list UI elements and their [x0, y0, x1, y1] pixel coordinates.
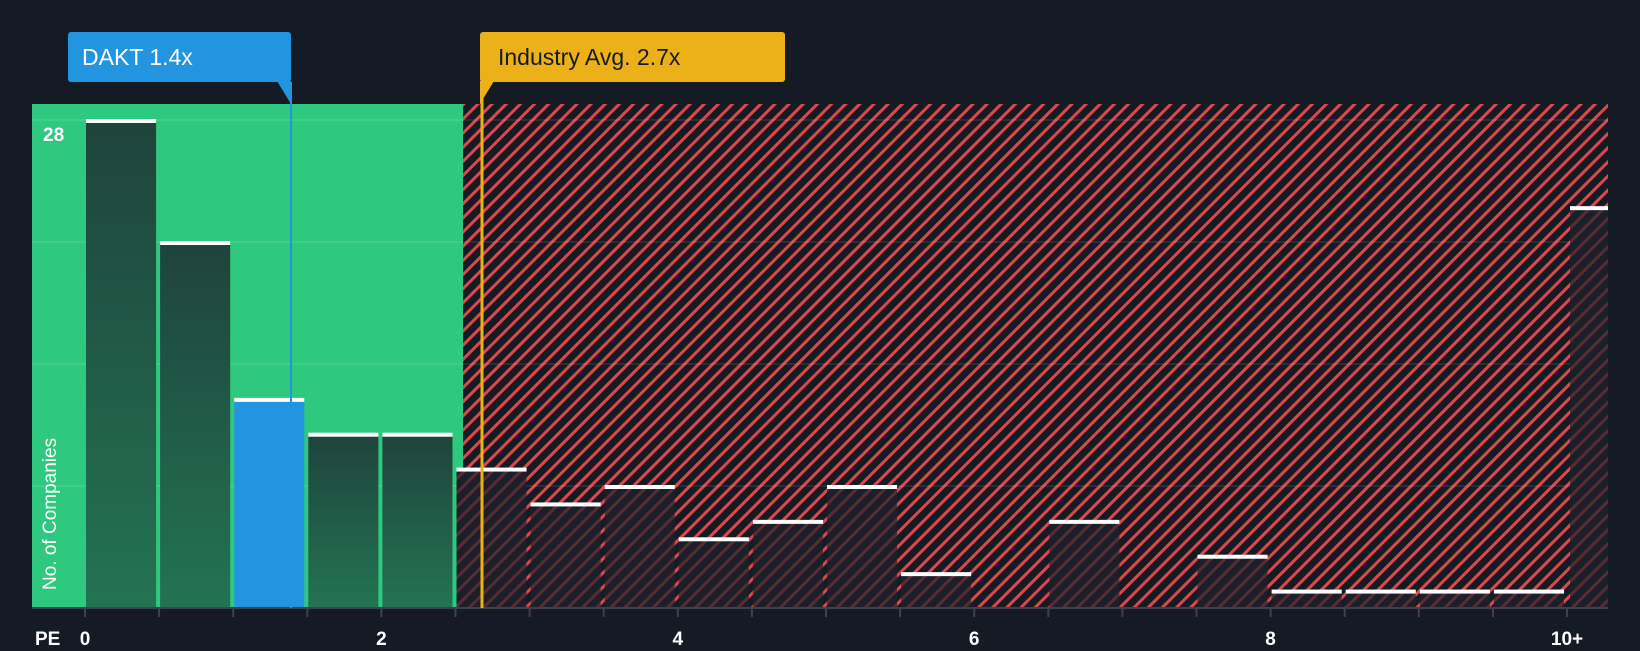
bar-top-cap — [604, 485, 675, 489]
x-tick-label: 4 — [672, 629, 684, 650]
plot-area — [32, 81, 1608, 617]
bar-top-cap — [308, 432, 379, 437]
x-tick-label: 0 — [79, 629, 91, 650]
bar-top-cap — [160, 241, 231, 245]
bar-top-cap — [456, 467, 527, 472]
bar-top-cap — [1197, 554, 1268, 559]
bars — [86, 119, 1608, 608]
bar-top-cap — [1049, 519, 1120, 524]
bar-top-cap — [678, 537, 749, 542]
bar-top-cap — [530, 502, 601, 507]
bar-top-cap — [234, 397, 305, 402]
x-tick-label: 6 — [968, 629, 980, 650]
histogram-bar — [308, 433, 379, 608]
company-label-pointer — [277, 81, 291, 104]
company-bar — [234, 398, 305, 608]
histogram-bar — [901, 573, 972, 608]
histogram-bar — [1493, 590, 1564, 608]
bar-top-cap — [901, 572, 972, 577]
bar-top-cap — [752, 519, 823, 524]
x-axis-title: PE — [35, 629, 61, 650]
bar-top-cap — [1570, 206, 1608, 211]
bar-top-cap — [382, 432, 453, 437]
histogram-bar — [1419, 590, 1490, 608]
bar-top-cap — [1345, 589, 1416, 594]
bar-top-cap — [1493, 589, 1564, 594]
histogram-bar — [1049, 520, 1120, 608]
histogram-bar — [160, 242, 231, 608]
histogram-bar — [604, 486, 675, 608]
histogram-bar — [456, 468, 527, 608]
industry-average-label: Industry Avg. 2.7x — [480, 32, 785, 82]
histogram-bar — [1345, 590, 1416, 608]
x-tick-label: 2 — [376, 629, 387, 650]
bar-top-cap — [1419, 589, 1490, 594]
x-axis-ticks — [84, 609, 1568, 617]
histogram-bar — [678, 538, 749, 608]
histogram-bar — [382, 433, 453, 608]
y-axis-title: No. of Companies — [40, 437, 61, 590]
histogram-bar — [1271, 590, 1342, 608]
bar-top-cap — [1271, 589, 1342, 594]
bar-top-cap — [827, 485, 898, 489]
histogram-bar — [530, 503, 601, 608]
bar-top-cap — [86, 119, 157, 123]
histogram-bar — [1197, 555, 1268, 608]
x-tick-label: 10+ — [1550, 629, 1584, 650]
y-axis-top-tick: 28 — [43, 125, 65, 146]
histogram-bar — [827, 486, 898, 608]
histogram-bar — [752, 520, 823, 608]
industry-label-pointer — [480, 81, 494, 104]
histogram-bar — [86, 120, 157, 608]
histogram-bar — [1570, 207, 1608, 608]
x-tick-label: 8 — [1265, 629, 1276, 650]
company-pe-label: DAKT 1.4x — [68, 32, 291, 82]
